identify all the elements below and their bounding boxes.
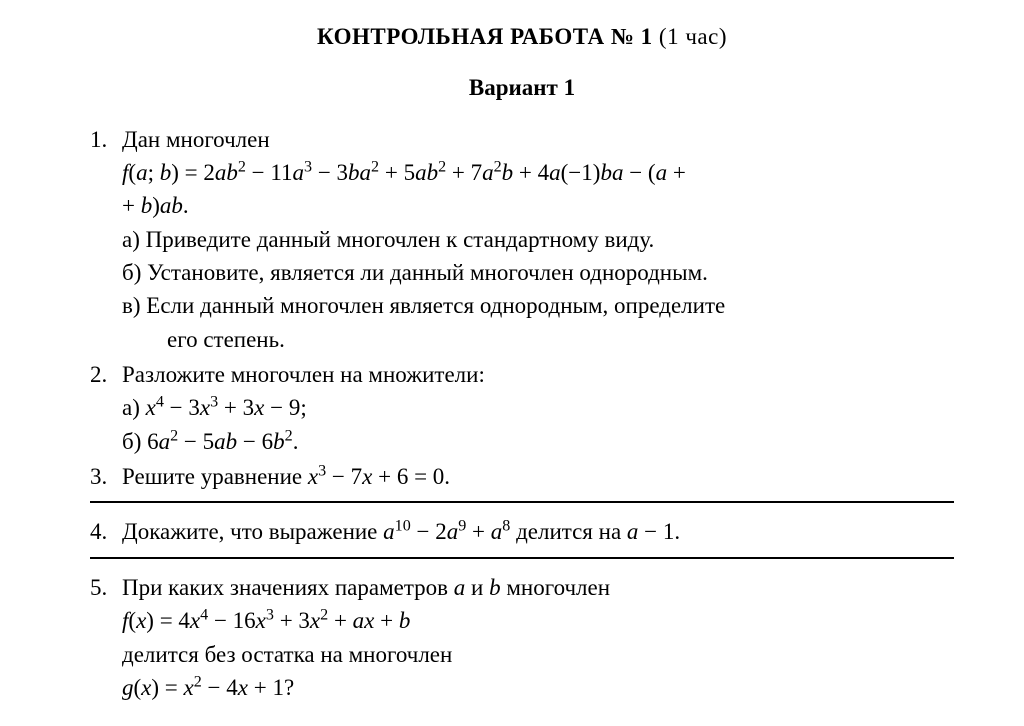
problem-2a: а) x4 − 3x3 + 3x − 9; [90, 391, 954, 424]
math-expr: 6a2 − 5ab − 6b2. [147, 429, 298, 454]
problem-5-text3: делится без остатка на многочлен [122, 642, 452, 667]
math-expr: g(x) = x2 − 4x + 1? [122, 675, 294, 700]
variant-heading: Вариант 1 [90, 71, 954, 104]
worksheet-page: КОНТРОЛЬНАЯ РАБОТА № 1 (1 час) Вариант 1… [0, 0, 1024, 726]
problem-1-text: Дан многочлен [122, 123, 270, 156]
problem-5: 5. При каких значениях параметров a и b … [90, 571, 954, 704]
problem-3: 3. Решите уравнение x3 − 7x + 6 = 0. [90, 460, 954, 493]
math-expr: f(x) = 4x4 − 16x3 + 3x2 + ax + b [122, 608, 410, 633]
problem-1-formula-line1: f(a; b) = 2ab2 − 11a3 − 3ba2 + 5ab2 + 7a… [90, 156, 954, 189]
problem-number: 5. [90, 571, 122, 604]
divider-rule [90, 501, 954, 503]
problem-5-line3: делится без остатка на многочлен [90, 638, 954, 671]
problem-5-line1: 5. При каких значениях параметров a и b … [90, 571, 954, 604]
math-var: a [454, 575, 466, 600]
sub-label: б) [122, 429, 141, 454]
problem-number: 2. [90, 358, 122, 391]
sub-label: а) [122, 227, 140, 252]
math-expr: f(a; b) = 2ab2 − 11a3 − 3ba2 + 5ab2 + 7a… [122, 160, 686, 185]
sub-text: его степень. [167, 327, 285, 352]
problem-1: 1. Дан многочлен f(a; b) = 2ab2 − 11a3 −… [90, 123, 954, 356]
sub-label: а) [122, 395, 140, 420]
problem-3-text: Решите уравнение x3 − 7x + 6 = 0. [122, 460, 450, 493]
problem-1b: б) Установите, является ли данный многоч… [90, 256, 954, 289]
problem-1-lead: 1. Дан многочлен [90, 123, 954, 156]
problem-4-line: 4. Докажите, что выражение a10 − 2a9 + a… [90, 515, 954, 548]
problem-3-line: 3. Решите уравнение x3 − 7x + 6 = 0. [90, 460, 954, 493]
problem-1-formula-line2: + b)ab. [90, 189, 954, 222]
problem-4-text: Докажите, что выражение a10 − 2a9 + a8 д… [122, 515, 680, 548]
math-expr: a10 − 2a9 + a8 [383, 519, 510, 544]
sub-text: Установите, является ли данный многочлен… [147, 260, 708, 285]
problem-2: 2. Разложите многочлен на множители: а) … [90, 358, 954, 458]
title-bold: КОНТРОЛЬНАЯ РАБОТА № 1 [317, 24, 653, 49]
problem-number: 3. [90, 460, 122, 493]
problem-1a: а) Приведите данный многочлен к стандарт… [90, 223, 954, 256]
title-line: КОНТРОЛЬНАЯ РАБОТА № 1 (1 час) [90, 20, 954, 53]
problem-1v-line2: его степень. [90, 323, 954, 356]
math-expr: x3 − 7x + 6 = 0. [308, 464, 450, 489]
problem-2-lead: 2. Разложите многочлен на множители: [90, 358, 954, 391]
math-expr: a − 1. [627, 519, 680, 544]
sub-text: Приведите данный многочлен к стандартном… [146, 227, 655, 252]
problem-4: 4. Докажите, что выражение a10 − 2a9 + a… [90, 515, 954, 548]
problem-number: 1. [90, 123, 122, 156]
sub-label: в) [122, 293, 141, 318]
math-expr: x4 − 3x3 + 3x − 9; [146, 395, 307, 420]
problem-number: 4. [90, 515, 122, 548]
sub-text: Если данный многочлен является однородны… [146, 293, 725, 318]
problem-2-text: Разложите многочлен на множители: [122, 358, 485, 391]
problem-5-text: При каких значениях параметров a и b мно… [122, 571, 610, 604]
problem-5-line4: g(x) = x2 − 4x + 1? [90, 671, 954, 704]
math-var: b [489, 575, 501, 600]
sub-label: б) [122, 260, 141, 285]
title-duration: (1 час) [653, 24, 727, 49]
problem-1v-line1: в) Если данный многочлен является одноро… [90, 289, 954, 322]
math-expr: + b)ab. [122, 193, 189, 218]
divider-rule [90, 557, 954, 559]
problem-2b: б) 6a2 − 5ab − 6b2. [90, 425, 954, 458]
problem-5-line2: f(x) = 4x4 − 16x3 + 3x2 + ax + b [90, 604, 954, 637]
